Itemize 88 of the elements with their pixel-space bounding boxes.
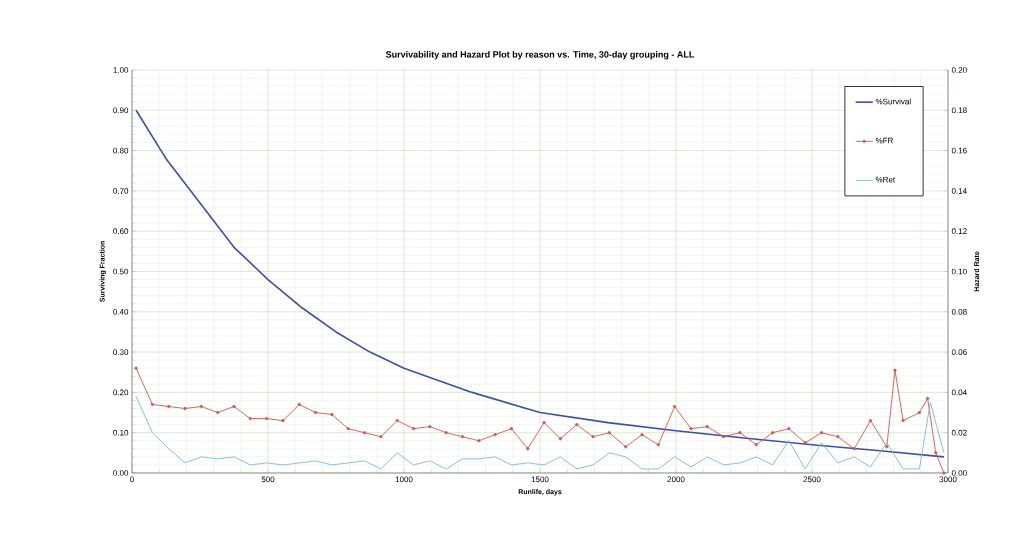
point [248, 416, 252, 421]
point [216, 410, 220, 415]
x-tick-label: 0 [130, 476, 134, 483]
point [721, 435, 726, 439]
line-series [135, 109, 945, 458]
line-series [135, 395, 945, 470]
point [134, 366, 138, 370]
point [558, 437, 563, 441]
point [313, 410, 318, 415]
point [297, 402, 301, 407]
y2-tick-label: 0.16 [951, 147, 967, 154]
y2-tick-label: 0.04 [951, 389, 967, 396]
x-tick-label: 2500 [803, 476, 821, 483]
point [738, 431, 742, 435]
y2-tick-label: 0.20 [951, 67, 967, 73]
point [379, 435, 383, 439]
y2-tick-label: 0.14 [951, 188, 967, 194]
x-tick-label: 500 [261, 476, 275, 483]
point [575, 422, 579, 427]
chart-title: Survivability and Hazard Plot by reason vs. Time, 30-day grouping - ALL [385, 51, 695, 60]
point [150, 402, 155, 407]
point [917, 410, 922, 415]
point [460, 435, 465, 439]
y-tick-label: 0.40 [113, 308, 129, 315]
point [362, 431, 367, 435]
x-tick-label: 3000 [939, 476, 957, 483]
point [542, 420, 546, 425]
point [656, 443, 660, 447]
point [852, 447, 856, 451]
point [199, 404, 204, 409]
point [836, 435, 840, 439]
point [819, 431, 824, 435]
point [640, 433, 644, 437]
point [770, 431, 775, 435]
point [607, 431, 612, 435]
x-tick-label: 1500 [531, 476, 549, 483]
point [183, 406, 187, 411]
point [754, 443, 758, 447]
legend-label: %Ret [875, 176, 896, 183]
y2-tick-label: 0.02 [951, 429, 967, 436]
y-tick-label: 0.70 [113, 188, 129, 194]
y-tick-label: 0.50 [113, 268, 129, 275]
point [885, 445, 889, 449]
point [265, 416, 269, 421]
point [167, 404, 171, 409]
y-tick-label: 0.60 [113, 228, 129, 235]
point [689, 427, 693, 431]
point [787, 427, 791, 431]
legend-label: %FR [875, 137, 893, 144]
y-tick-label: 0.20 [113, 389, 129, 396]
y-tick-label: 0.90 [113, 107, 129, 114]
y-tick-label: 0.00 [113, 470, 129, 476]
y2-tick-label: 0.00 [951, 470, 967, 476]
point [803, 441, 807, 445]
y2-tick-label: 0.06 [951, 349, 967, 355]
point [925, 396, 930, 401]
point [624, 445, 628, 449]
point [672, 404, 677, 409]
point [232, 404, 236, 409]
y-tick-label: 0.30 [113, 349, 129, 355]
y-tick-label: 1.00 [113, 67, 129, 73]
point [428, 424, 432, 429]
x-tick-label: 2000 [667, 476, 685, 483]
point [346, 427, 350, 431]
point [942, 471, 946, 475]
point [526, 447, 530, 451]
point [330, 412, 334, 417]
legend-label: %Survival [875, 98, 911, 105]
point [705, 424, 709, 429]
point [477, 439, 481, 443]
point [901, 418, 905, 423]
point [411, 427, 416, 431]
x-tick-label: 1000 [395, 476, 413, 483]
y2-tick-label: 0.08 [951, 308, 967, 315]
point [281, 418, 285, 423]
y2-tick-label: 0.10 [951, 268, 967, 275]
point [893, 368, 897, 372]
point [934, 451, 938, 455]
point [493, 433, 497, 437]
y-tick-label: 0.10 [113, 429, 129, 436]
y-tick-label: 0.80 [113, 147, 129, 154]
point [509, 427, 514, 431]
point [591, 435, 595, 439]
y2-tick-label: 0.18 [951, 107, 967, 114]
point [395, 418, 399, 423]
y2-tick-label: 0.12 [951, 228, 967, 235]
point [868, 418, 873, 423]
point [444, 431, 448, 435]
